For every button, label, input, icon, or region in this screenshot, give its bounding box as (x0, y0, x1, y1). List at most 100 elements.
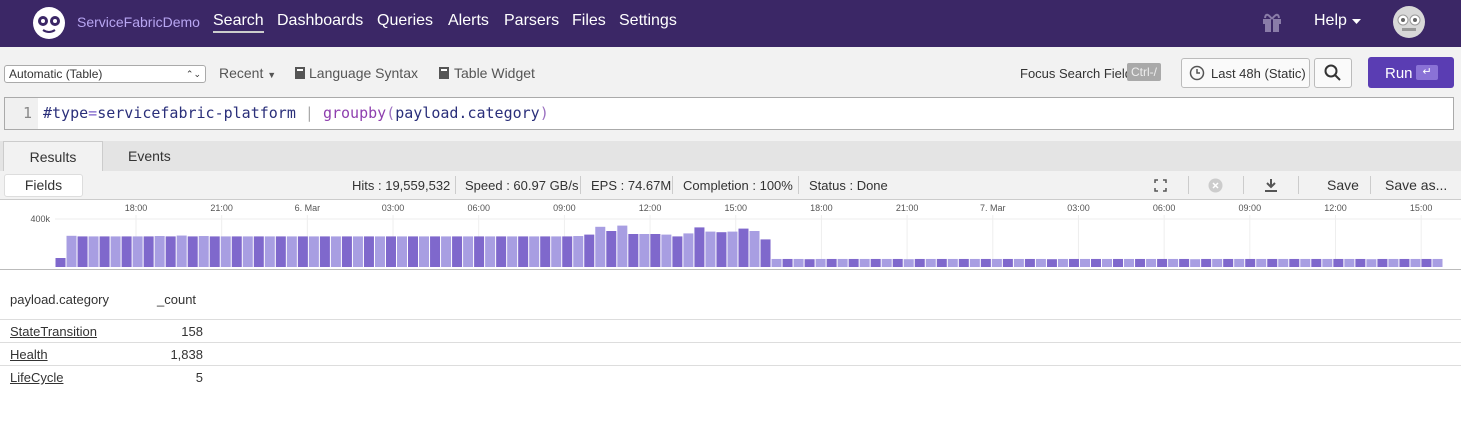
nav-settings[interactable]: Settings (619, 12, 677, 29)
query-editor[interactable]: 1 #type=servicefabric-platform | groupby… (4, 97, 1454, 130)
bar (705, 231, 716, 267)
bar (474, 236, 485, 267)
brand[interactable]: ServiceFabricDemo (77, 14, 200, 30)
bar (88, 236, 99, 267)
nav-files[interactable]: Files (572, 12, 606, 29)
bar (1289, 258, 1300, 267)
recent-button[interactable]: Recent ▼ (219, 65, 277, 81)
bar (683, 233, 694, 267)
bar (1057, 258, 1068, 267)
time-button[interactable]: Last 48h (Static) (1181, 58, 1310, 88)
x-tick-label: 12:00 (639, 203, 662, 213)
tab-events[interactable]: Events (128, 148, 171, 164)
bar (297, 236, 308, 267)
token: groupby (322, 104, 387, 122)
logo[interactable] (32, 6, 66, 40)
bar (1079, 258, 1090, 267)
nav-alerts[interactable]: Alerts (448, 12, 489, 29)
nav-queries[interactable]: Queries (377, 12, 434, 29)
gift-icon[interactable] (1261, 11, 1283, 33)
bar (551, 236, 562, 267)
column-header[interactable]: payload.category (10, 292, 110, 307)
nav-search[interactable]: Search (213, 12, 264, 33)
separator (1370, 176, 1371, 194)
x-tick-label: 06:00 (1153, 203, 1176, 213)
bar (595, 226, 606, 267)
bar (661, 234, 672, 267)
x-tick-label: 12:00 (1324, 203, 1347, 213)
category-link[interactable]: StateTransition (10, 324, 97, 339)
category-link[interactable]: Health (10, 347, 48, 362)
search-button[interactable] (1314, 58, 1352, 88)
bar (1024, 258, 1035, 267)
separator (580, 176, 581, 194)
bar (991, 258, 1002, 267)
bar (1068, 258, 1079, 267)
x-tick-label: 21:00 (210, 203, 233, 213)
bar (1399, 258, 1410, 267)
save-as-button[interactable]: Save as... (1385, 177, 1448, 193)
mode-select[interactable]: Automatic (Table) ⌃⌄ (4, 65, 206, 83)
nav-parsers[interactable]: Parsers (504, 12, 560, 29)
category-link[interactable]: LifeCycle (10, 370, 64, 385)
bar (727, 231, 738, 267)
bar (1201, 258, 1212, 267)
recent-label: Recent (219, 65, 264, 81)
query-text: #type=servicefabric-platform | groupby(p… (43, 105, 549, 122)
tab-results[interactable]: Results (3, 141, 103, 172)
bar (187, 236, 198, 267)
save-button[interactable]: Save (1327, 177, 1359, 193)
bar (793, 258, 804, 267)
syntax-link[interactable]: Language Syntax (309, 65, 418, 81)
row-divider (0, 342, 1461, 343)
nav-dashboards[interactable]: Dashboards (277, 12, 364, 29)
bar (804, 259, 815, 267)
bar (341, 236, 352, 267)
mode-label: Automatic (Table) (9, 67, 103, 81)
bar (496, 236, 507, 267)
bar (220, 236, 231, 267)
bar (903, 259, 914, 267)
bar (749, 231, 760, 267)
fullscreen-icon[interactable] (1154, 179, 1167, 192)
x-tick-label: 15:00 (724, 203, 747, 213)
bar (650, 234, 661, 267)
bar (1212, 258, 1223, 267)
bar (1046, 259, 1057, 267)
bar (892, 258, 903, 267)
x-tick-label: 18:00 (810, 203, 833, 213)
bar (419, 236, 430, 267)
run-button[interactable]: Run ↵ (1368, 57, 1454, 88)
help-menu[interactable]: Help (1314, 12, 1347, 29)
bar (441, 236, 452, 267)
bar (485, 236, 496, 267)
bar (110, 236, 121, 267)
separator (1298, 176, 1299, 194)
bar (1355, 258, 1366, 267)
bar (1300, 258, 1311, 267)
bar (1388, 258, 1399, 267)
separator (455, 176, 456, 194)
bar (694, 227, 705, 267)
book-icon (439, 67, 449, 79)
bar (1223, 258, 1234, 267)
bar (958, 258, 969, 267)
bar (176, 235, 187, 267)
eps: EPS : 74.67M (591, 178, 672, 193)
bar (837, 258, 848, 267)
widget-link[interactable]: Table Widget (454, 65, 535, 81)
column-header[interactable]: _count (157, 292, 197, 307)
bar (1344, 258, 1355, 267)
bar (606, 231, 617, 267)
separator (1188, 176, 1189, 194)
count-cell: 1,838 (170, 347, 203, 362)
download-icon[interactable] (1264, 178, 1278, 192)
bar (1179, 258, 1190, 267)
x-tick-label: 09:00 (1239, 203, 1262, 213)
avatar[interactable] (1392, 5, 1426, 39)
cancel-icon[interactable] (1208, 178, 1223, 193)
fields-button[interactable]: Fields (4, 174, 83, 197)
bar (275, 236, 286, 267)
bar (121, 236, 132, 267)
